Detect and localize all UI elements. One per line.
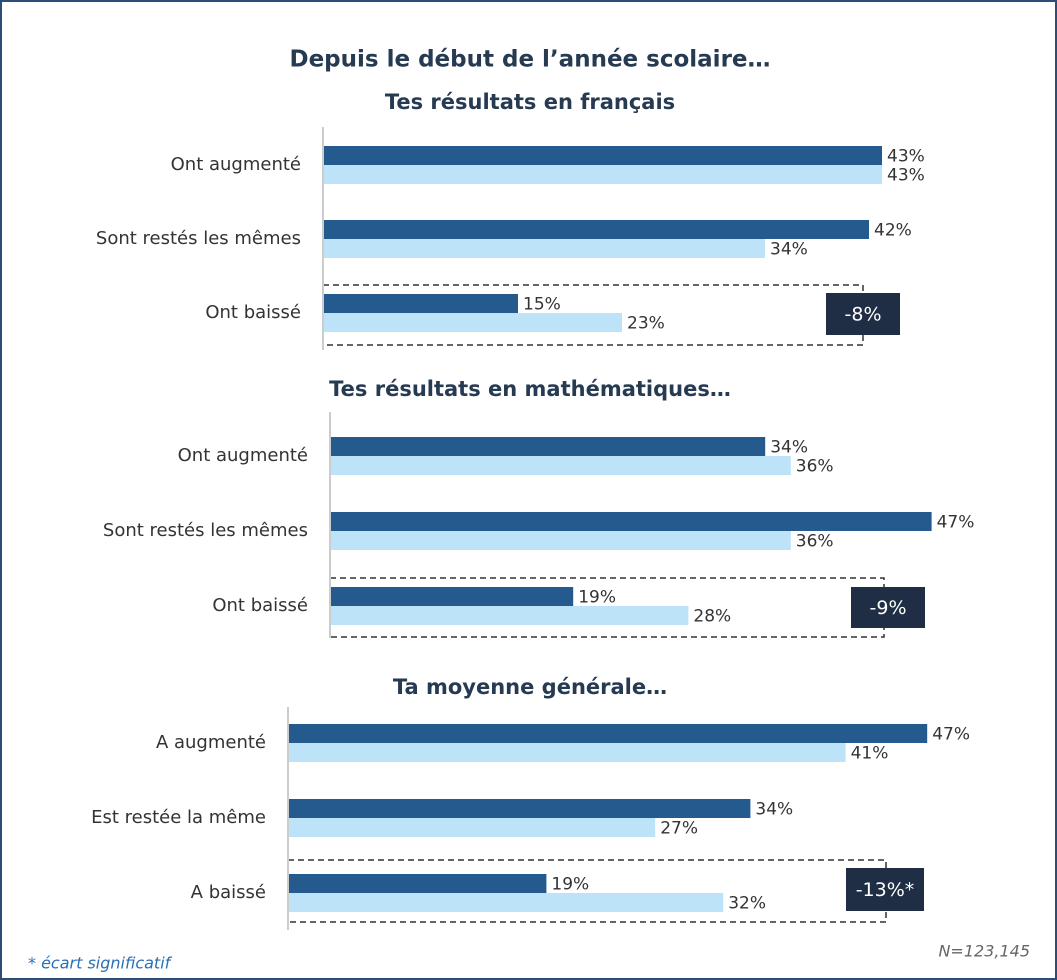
- bar: [330, 606, 689, 625]
- value-label: 47%: [932, 725, 970, 745]
- value-label: 36%: [796, 457, 834, 477]
- category-label: Ont baissé: [205, 302, 301, 323]
- bar: [288, 799, 751, 818]
- value-label: 43%: [887, 147, 925, 167]
- category-label: Est restée la même: [91, 807, 266, 828]
- value-label: 43%: [887, 166, 925, 186]
- bar: [323, 165, 882, 184]
- bar: [330, 531, 791, 550]
- category-label: A augmenté: [156, 732, 266, 753]
- bar: [330, 512, 932, 531]
- bar: [330, 437, 766, 456]
- difference-box: [851, 587, 925, 628]
- value-label: 34%: [770, 438, 808, 458]
- bar: [288, 743, 846, 762]
- difference-label: -13%*: [856, 879, 915, 901]
- bar: [330, 456, 791, 475]
- bar: [288, 724, 928, 743]
- value-label: 15%: [523, 295, 561, 315]
- difference-box: [826, 293, 900, 335]
- bar: [330, 587, 574, 606]
- bar: [323, 313, 622, 332]
- value-label: 27%: [660, 819, 698, 839]
- difference-label: -9%: [870, 597, 907, 619]
- bar: [323, 294, 518, 313]
- value-label: 41%: [851, 744, 889, 764]
- bar: [323, 220, 869, 239]
- sample-note: N=123,145: [938, 942, 1030, 961]
- bar: [323, 146, 882, 165]
- value-label: 19%: [551, 875, 589, 895]
- bar: [288, 818, 656, 837]
- value-label: 47%: [937, 513, 975, 533]
- value-label: 36%: [796, 532, 834, 552]
- bar: [288, 874, 547, 893]
- value-label: 42%: [874, 221, 912, 241]
- value-label: 34%: [755, 800, 793, 820]
- category-label: Ont augmenté: [171, 154, 301, 175]
- chart-title: Ta moyenne générale…: [393, 675, 667, 699]
- footnote: * écart significatif: [28, 954, 173, 973]
- chart-title: Tes résultats en mathématiques…: [329, 377, 731, 401]
- bar: [288, 893, 724, 912]
- value-label: 19%: [578, 588, 616, 608]
- bar: [323, 239, 765, 258]
- value-label: 28%: [693, 607, 731, 627]
- value-label: 34%: [770, 240, 808, 260]
- chart-title: Tes résultats en français: [385, 90, 675, 114]
- category-label: Ont augmenté: [178, 445, 308, 466]
- category-label: A baissé: [191, 882, 266, 903]
- value-label: 23%: [627, 314, 665, 334]
- value-label: 32%: [728, 894, 766, 914]
- difference-label: -8%: [845, 304, 882, 326]
- category-label: Ont baissé: [212, 595, 308, 616]
- difference-box: [846, 868, 924, 911]
- category-label: Sont restés les mêmes: [96, 228, 301, 249]
- main-title: Depuis le début de l’année scolaire…: [289, 47, 770, 73]
- category-label: Sont restés les mêmes: [103, 520, 308, 541]
